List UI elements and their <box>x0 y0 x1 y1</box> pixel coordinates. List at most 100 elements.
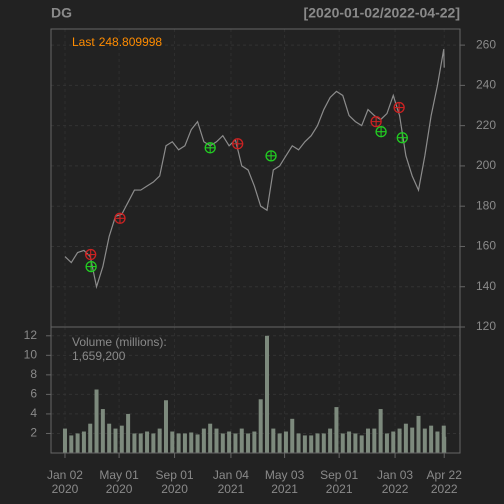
volume-bar <box>201 428 206 453</box>
last-price: Last 248.809998 <box>72 35 162 49</box>
y-tick-label: 120 <box>476 319 496 333</box>
last-prefix: Last <box>72 35 95 49</box>
x-tick-label: Sep 01 <box>320 468 358 482</box>
volume-bar <box>290 418 295 453</box>
sell-marker-cross <box>371 116 382 127</box>
y-tick-label: 2 <box>30 426 37 440</box>
volume-bar <box>429 425 434 453</box>
y-tick-label: 8 <box>30 367 37 381</box>
y-tick-label: 200 <box>476 158 496 172</box>
volume-bar <box>397 428 402 453</box>
volume-bar <box>239 428 244 453</box>
x-tick-label: 2021 <box>271 482 298 496</box>
y-tick-label: 10 <box>24 347 38 361</box>
volume-bar <box>113 428 118 453</box>
y-tick-label: 140 <box>476 279 496 293</box>
volume-bar <box>145 431 150 453</box>
volume-bar <box>366 428 371 453</box>
y-tick-label: 160 <box>476 239 496 253</box>
volume-bar <box>252 431 257 453</box>
y-tick-label: 260 <box>476 37 496 51</box>
volume-panel-border <box>50 326 461 454</box>
volume-bar <box>62 428 67 453</box>
x-tick-label: May 01 <box>99 468 139 482</box>
volume-bar <box>315 433 320 453</box>
volume-bar <box>208 423 213 453</box>
volume-bar <box>416 415 421 453</box>
buy-marker-cross <box>397 132 408 143</box>
volume-bar <box>138 433 143 453</box>
volume-bar <box>410 427 415 453</box>
chart-subtitle: [2020-01-02/2022-04-22] <box>304 5 460 21</box>
volume-bar <box>334 407 339 453</box>
volume-bar <box>271 428 276 453</box>
volume-bar <box>100 409 105 453</box>
x-tick-label: 2020 <box>161 482 188 496</box>
x-tick-label: 2022 <box>431 482 458 496</box>
volume-bar <box>372 428 377 453</box>
volume-bar <box>347 431 352 453</box>
chart-title: DG <box>51 5 72 21</box>
volume-bar <box>264 335 269 453</box>
buy-marker-cross <box>266 150 277 161</box>
y-tick-label: 220 <box>476 118 496 132</box>
x-tick-label: Jan 02 <box>47 468 83 482</box>
volume-bar <box>442 436 447 453</box>
volume-bar <box>378 409 383 453</box>
buy-marker-cross <box>86 261 97 272</box>
x-tick-label: May 03 <box>265 468 305 482</box>
volume-bar <box>435 431 440 453</box>
volume-label: Volume (millions): <box>72 335 167 349</box>
volume-bar <box>340 433 345 453</box>
volume-bar <box>107 423 112 453</box>
sell-marker-cross <box>394 102 405 113</box>
sell-marker-cross <box>232 138 243 149</box>
buy-marker-cross <box>376 126 387 137</box>
volume-bar <box>189 432 194 453</box>
volume-bar <box>359 435 364 453</box>
x-tick-label: Jan 04 <box>213 468 249 482</box>
volume-bar <box>246 433 251 453</box>
price-line <box>64 49 445 290</box>
volume-bar <box>195 434 200 453</box>
volume-bar <box>75 433 80 453</box>
x-tick-label: Sep 01 <box>156 468 194 482</box>
volume-bar <box>182 433 187 453</box>
volume-bar <box>277 433 282 453</box>
volume-bar <box>94 389 99 453</box>
volume-bar <box>88 423 93 453</box>
x-tick-label: 2020 <box>106 482 133 496</box>
volume-bar <box>170 431 175 453</box>
volume-bar <box>69 435 74 453</box>
volume-bar <box>126 413 131 453</box>
volume-bar <box>302 435 307 453</box>
volume-bar <box>321 433 326 453</box>
volume-bar <box>391 431 396 453</box>
buy-marker-cross <box>205 142 216 153</box>
x-tick-label: 2020 <box>52 482 79 496</box>
last-value: 248.809998 <box>99 35 163 49</box>
volume-bar <box>353 433 358 453</box>
volume-bar <box>220 433 225 453</box>
volume-bar <box>233 433 238 453</box>
x-tick-label: 2021 <box>326 482 353 496</box>
y-tick-label: 4 <box>30 406 37 420</box>
volume-last: 1,659,200 <box>72 349 126 363</box>
x-tick-label: Apr 22 <box>427 468 463 482</box>
y-tick-label: 6 <box>30 387 37 401</box>
volume-bar <box>403 423 408 453</box>
volume-bar <box>296 433 301 453</box>
volume-bar <box>176 433 181 453</box>
volume-bar <box>119 425 124 453</box>
x-tick-label: 2021 <box>218 482 245 496</box>
volume-bar <box>328 428 333 453</box>
volume-bar <box>132 433 137 453</box>
volume-bar <box>309 435 314 453</box>
volume-bar <box>422 428 427 453</box>
x-tick-label: Jan 03 <box>377 468 413 482</box>
volume-bar <box>157 428 162 453</box>
x-tick-label: 2022 <box>382 482 409 496</box>
